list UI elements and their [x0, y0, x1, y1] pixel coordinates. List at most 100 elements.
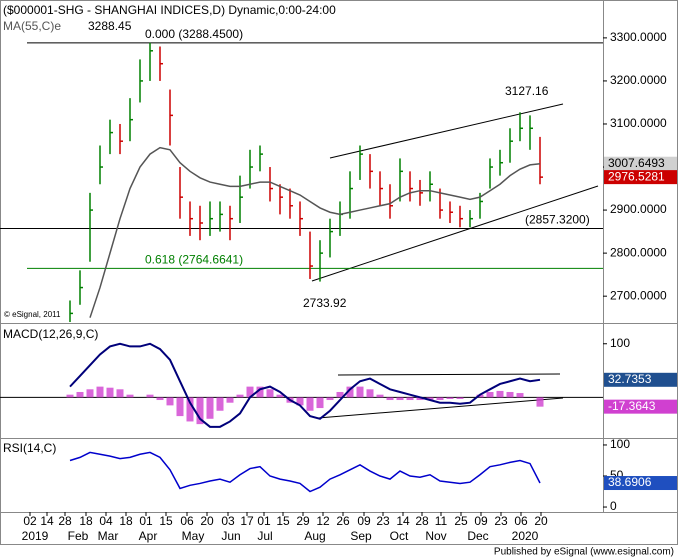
- hist-last-value-bg: [604, 399, 677, 414]
- histogram-bar: [416, 397, 424, 401]
- histogram-bar: [306, 397, 314, 411]
- y-tick-label: 100: [610, 437, 630, 451]
- x-month-label: Feb: [68, 529, 89, 543]
- histogram-bar: [96, 386, 104, 398]
- histogram-bar: [196, 397, 204, 425]
- x-day-label: 04: [99, 514, 113, 528]
- histogram-bar: [246, 386, 254, 398]
- trend-line: [317, 397, 564, 419]
- x-day-label: 29: [296, 514, 310, 528]
- histogram-bar: [86, 389, 94, 398]
- x-day-label: 23: [494, 514, 508, 528]
- x-day-label: 28: [415, 514, 429, 528]
- y-tick-label: 0: [610, 499, 617, 513]
- x-month-label: Mar: [98, 529, 119, 543]
- histogram-bar: [266, 389, 274, 398]
- x-month-label: 2020: [512, 529, 539, 543]
- x-day-label: 03: [221, 514, 235, 528]
- rsi-last-value-bg: [604, 476, 677, 491]
- histogram-bar: [106, 387, 114, 398]
- histogram-bar: [326, 397, 334, 401]
- ma-line: [89, 146, 541, 318]
- histogram-bar: [456, 397, 464, 399]
- chart-title: ($000001-SHG - SHANGHAI INDICES,D) Dynam…: [3, 3, 336, 17]
- x-day-label: 02: [23, 514, 37, 528]
- histogram-bar: [336, 391, 344, 398]
- close-last-value: 2976.5281: [608, 169, 665, 183]
- ma-last-value: 3007.6493: [608, 156, 665, 170]
- peak-label: 3288.45: [88, 19, 132, 33]
- x-month-label: May: [182, 529, 205, 543]
- histogram-bar: [76, 391, 84, 398]
- x-month-label: Nov: [425, 529, 446, 543]
- x-day-label: 01: [139, 514, 153, 528]
- histogram-bar: [296, 397, 304, 406]
- footer: Published by eSignal (www.esignal.com): [494, 547, 674, 558]
- histogram-bar: [66, 394, 74, 398]
- trough-label: 2733.92: [303, 296, 347, 310]
- x-day-label: 14: [396, 514, 410, 528]
- x-day-label: 26: [336, 514, 350, 528]
- macd-last-value-bg: [604, 372, 677, 387]
- histogram-bar: [226, 397, 234, 403]
- histogram-bar: [516, 393, 524, 398]
- histogram-bar: [276, 394, 284, 398]
- ma-label: MA(55,C)e: [3, 19, 61, 33]
- x-day-label: 18: [119, 514, 133, 528]
- macd-last-value: 32.7353: [608, 372, 652, 386]
- histogram-bar: [206, 397, 214, 419]
- histogram-bar: [536, 397, 544, 407]
- x-day-label: 14: [40, 514, 54, 528]
- histogram-bar: [126, 394, 134, 398]
- x-month-label: 2019: [22, 529, 49, 543]
- close-last-value-bg: [604, 170, 677, 185]
- y-tick-label: 3300.0000: [610, 30, 667, 44]
- x-day-label: 09: [474, 514, 488, 528]
- x-month-label: Apr: [139, 529, 158, 543]
- x-month-label: Oct: [390, 529, 409, 543]
- trend-line: [337, 373, 561, 376]
- copyright: © eSignal, 2011: [4, 310, 61, 319]
- histogram-bar: [216, 397, 224, 411]
- y-tick-label: 3100.0000: [610, 116, 667, 130]
- y-tick-label: 2900.0000: [610, 202, 667, 216]
- x-day-label: 23: [376, 514, 390, 528]
- macd-title: MACD(12,26,9,C): [3, 327, 98, 341]
- level-label: (2857.3200): [525, 213, 590, 227]
- x-month-label: Sep: [350, 529, 372, 543]
- rsi-line: [69, 451, 541, 493]
- x-day-label: 15: [276, 514, 290, 528]
- x-day-label: 11: [435, 514, 448, 528]
- x-day-label: 09: [357, 514, 371, 528]
- y-tick-label: 2800.0000: [610, 245, 667, 259]
- histogram-bar: [156, 397, 164, 401]
- x-month-label: Aug: [304, 529, 325, 543]
- trend-line: [329, 103, 564, 159]
- trend-line: [311, 185, 599, 282]
- x-month-label: Jun: [221, 529, 240, 543]
- level-label: 0.000 (3288.4500): [145, 27, 243, 41]
- histogram-bar: [186, 397, 194, 422]
- y-tick-label: 100: [610, 336, 630, 350]
- x-day-label: 06: [514, 514, 528, 528]
- x-day-label: 18: [79, 514, 93, 528]
- x-day-label: 15: [159, 514, 173, 528]
- ma-last-value-bg: [604, 156, 677, 171]
- level-label: 0.618 (2764.6641): [145, 253, 243, 267]
- histogram-bar: [146, 394, 154, 398]
- histogram-bar: [426, 397, 434, 401]
- macd-line: [69, 342, 541, 428]
- y-tick-label: 3200.0000: [610, 73, 667, 87]
- x-day-label: 12: [316, 514, 330, 528]
- histogram-bar: [386, 397, 394, 401]
- hist-last-value: -17.3643: [608, 399, 656, 413]
- x-day-label: 25: [454, 514, 468, 528]
- histogram-bar: [236, 394, 244, 398]
- histogram-bar: [406, 397, 414, 401]
- x-month-label: Jul: [257, 529, 272, 543]
- histogram-bar: [486, 391, 494, 398]
- histogram-bar: [396, 397, 404, 401]
- rsi-title: RSI(14,C): [3, 441, 56, 455]
